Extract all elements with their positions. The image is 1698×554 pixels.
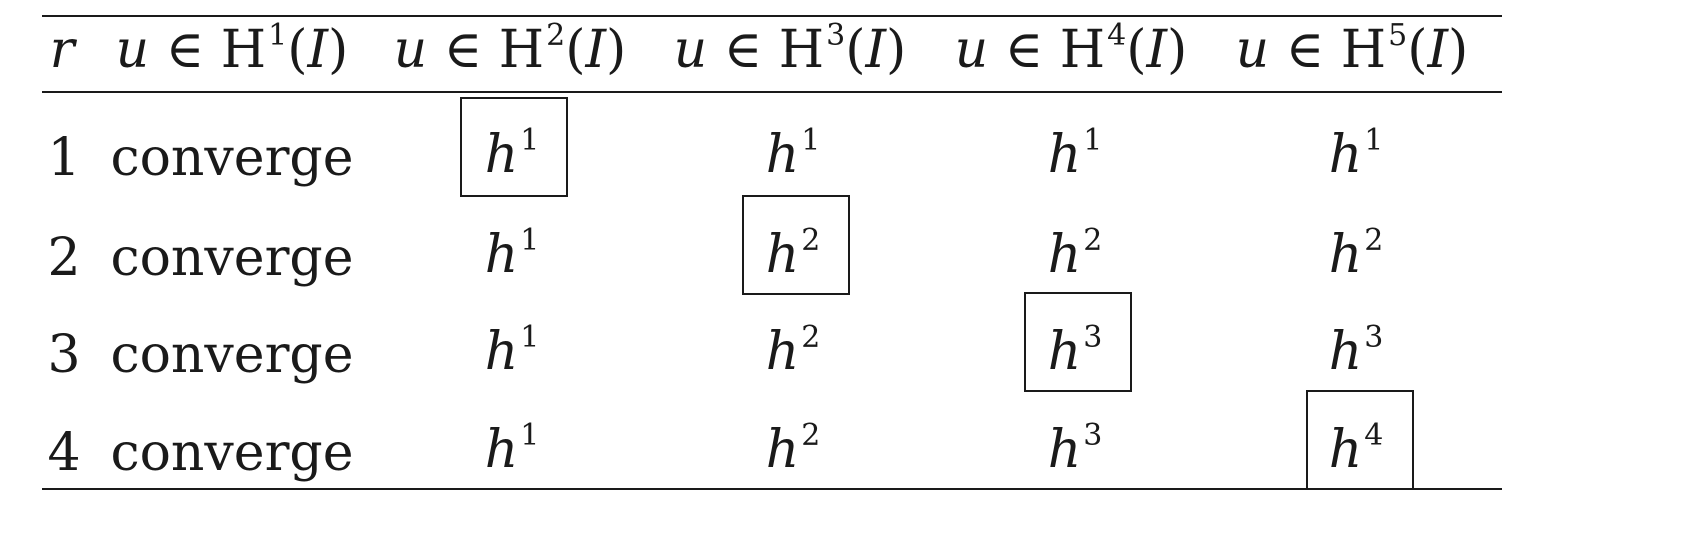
header-col-4: u ∈ H4(I) bbox=[954, 18, 1188, 80]
table-top-rule bbox=[42, 15, 1502, 17]
header-col-5-var: u bbox=[1235, 20, 1270, 80]
table-header-rule bbox=[42, 91, 1502, 93]
row-3-col-3: h2 bbox=[765, 320, 821, 382]
row-2-col-5: h2 bbox=[1328, 223, 1384, 285]
header-col-5-space: H bbox=[1340, 20, 1387, 80]
table-bottom-rule bbox=[42, 488, 1502, 490]
header-col-3-var: u bbox=[673, 20, 708, 80]
header-col-2: u ∈ H2(I) bbox=[393, 18, 627, 80]
row-2-col-4: h2 bbox=[1047, 223, 1103, 285]
header-col-2-space: H bbox=[498, 20, 545, 80]
row-2-status: converge bbox=[110, 228, 354, 288]
row-4-col-3: h2 bbox=[765, 418, 821, 480]
row-2-r: 2 bbox=[47, 228, 81, 288]
row-4-col-4: h3 bbox=[1047, 418, 1103, 480]
row-4-col-2: h1 bbox=[484, 418, 540, 480]
row-2-col-3: h2 bbox=[765, 223, 821, 285]
row-3-r: 3 bbox=[47, 325, 81, 385]
header-col-5-arg: I bbox=[1427, 20, 1449, 80]
row-1-col-4: h1 bbox=[1047, 123, 1103, 185]
row-3-col-5: h3 bbox=[1328, 320, 1384, 382]
header-col-2-rel: ∈ bbox=[443, 20, 483, 80]
row-1-col-2: h1 bbox=[484, 123, 540, 185]
row-1-col-3: h1 bbox=[765, 123, 821, 185]
row-4-r: 4 bbox=[47, 423, 81, 483]
header-col-1-order: 1 bbox=[268, 18, 288, 53]
row-1-col-2-box bbox=[460, 97, 568, 197]
header-col-2-order: 2 bbox=[546, 18, 566, 53]
header-col-3-rel: ∈ bbox=[723, 20, 763, 80]
header-col-4-order: 4 bbox=[1107, 18, 1127, 53]
row-3-status: converge bbox=[110, 325, 354, 385]
row-1-col-5: h1 bbox=[1328, 123, 1384, 185]
row-4-status: converge bbox=[110, 423, 354, 483]
header-col-5-rel: ∈ bbox=[1285, 20, 1325, 80]
header-col-1-rel: ∈ bbox=[165, 20, 205, 80]
header-r: r bbox=[49, 20, 75, 80]
header-col-4-arg: I bbox=[1146, 20, 1168, 80]
row-1-status: converge bbox=[110, 128, 354, 188]
header-col-2-var: u bbox=[393, 20, 428, 80]
header-col-1-arg: I bbox=[307, 20, 329, 80]
header-col-4-var: u bbox=[954, 20, 989, 80]
row-1-r: 1 bbox=[47, 128, 81, 188]
row-4-col-5-box bbox=[1306, 390, 1414, 490]
header-col-5-order: 5 bbox=[1388, 18, 1408, 53]
row-4-col-5: h4 bbox=[1328, 418, 1384, 480]
row-3-col-2: h1 bbox=[484, 320, 540, 382]
header-col-5: u ∈ H5(I) bbox=[1235, 18, 1469, 80]
header-col-4-rel: ∈ bbox=[1004, 20, 1044, 80]
header-col-1-space: H bbox=[220, 20, 267, 80]
row-3-col-4: h3 bbox=[1047, 320, 1103, 382]
header-col-2-arg: I bbox=[585, 20, 607, 80]
header-col-3: u ∈ H3(I) bbox=[673, 18, 907, 80]
header-col-3-arg: I bbox=[865, 20, 887, 80]
header-col-1-var: u bbox=[115, 20, 150, 80]
header-col-4-space: H bbox=[1059, 20, 1106, 80]
row-2-col-3-box bbox=[742, 195, 850, 295]
header-col-1: u ∈ H1(I) bbox=[115, 18, 349, 80]
header-col-3-order: 3 bbox=[826, 18, 846, 53]
header-col-3-space: H bbox=[778, 20, 825, 80]
row-2-col-2: h1 bbox=[484, 223, 540, 285]
row-3-col-4-box bbox=[1024, 292, 1132, 392]
